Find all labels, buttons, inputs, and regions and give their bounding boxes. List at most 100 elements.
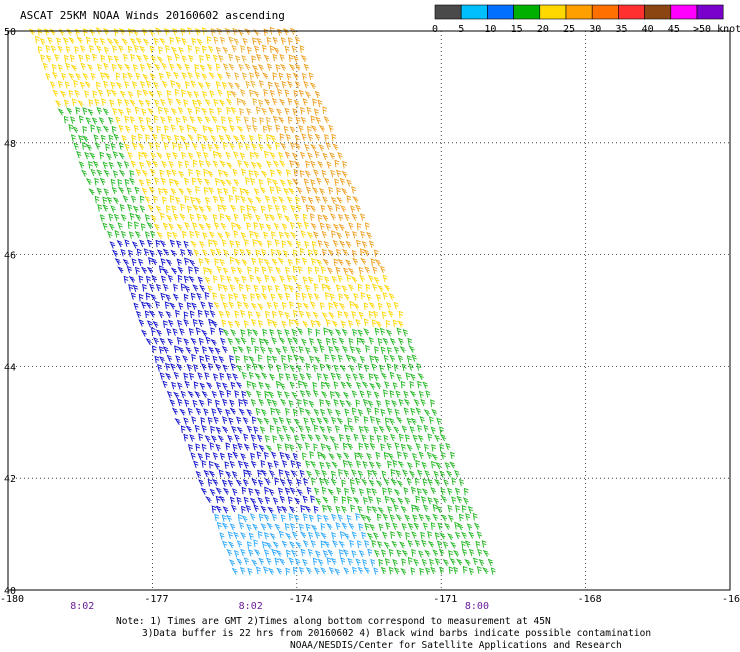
wind-barb [270, 548, 277, 557]
wind-barb [427, 540, 435, 548]
wind-barb [416, 469, 423, 477]
wind-barb [345, 434, 351, 443]
wind-barb [302, 558, 308, 567]
wind-barb [182, 115, 188, 124]
wind-barb [276, 329, 283, 337]
wind-barb [246, 523, 252, 532]
wind-barb [192, 222, 198, 230]
wind-barb [177, 319, 183, 328]
wind-barb [281, 301, 287, 310]
wind-barb [216, 232, 224, 240]
wind-barb [225, 179, 232, 187]
wind-barb [299, 247, 305, 256]
wind-barb [189, 372, 195, 381]
wind-barb [283, 215, 291, 223]
wind-barb [274, 239, 280, 247]
wind-barb [249, 151, 255, 160]
wind-barb [436, 540, 443, 548]
wind-barb [225, 98, 232, 106]
wind-barb [155, 300, 161, 309]
wind-barb [152, 133, 158, 141]
wind-barb [342, 160, 348, 169]
wind-barb [347, 284, 354, 292]
wind-barb [294, 196, 300, 205]
wind-barb [229, 399, 235, 407]
wind-barb [278, 416, 285, 425]
wind-barb [209, 488, 216, 496]
wind-barb [300, 504, 306, 513]
wind-barb [281, 540, 288, 548]
wind-barb [340, 557, 346, 565]
wind-barb [124, 125, 131, 133]
wind-barb [426, 451, 433, 460]
wind-barb [284, 151, 291, 159]
wind-barb [257, 497, 264, 505]
wind-barb [195, 106, 201, 115]
wind-barb [173, 371, 180, 380]
wind-barb [93, 37, 99, 46]
wind-barb [310, 160, 316, 169]
wind-barb [319, 408, 326, 417]
wind-barb [374, 407, 380, 416]
wind-barb [309, 301, 316, 309]
wind-barb [269, 89, 275, 98]
wind-barb [313, 424, 319, 433]
wind-barb [476, 531, 483, 539]
wind-barb [371, 363, 377, 371]
wind-barb [203, 186, 209, 195]
wind-barb [162, 380, 168, 389]
wind-barb [71, 98, 77, 106]
wind-barb [362, 398, 369, 407]
wind-barb [191, 416, 197, 424]
wind-barb [476, 566, 482, 574]
chart-title: ASCAT 25KM NOAA Winds 20160602 ascending [20, 9, 285, 22]
wind-barb [61, 72, 67, 81]
wind-barb [40, 54, 46, 63]
wind-barb [353, 433, 359, 442]
wind-barb [167, 338, 174, 346]
wind-barb [427, 478, 433, 486]
wind-barb [251, 205, 257, 213]
wind-barb [343, 532, 350, 540]
wind-barb [84, 81, 91, 89]
wind-barb [164, 301, 170, 310]
wind-barb [120, 213, 127, 222]
wind-barb [305, 460, 311, 468]
wind-barb [160, 212, 165, 221]
wind-barb [334, 409, 341, 417]
wind-barb [227, 541, 235, 549]
wind-barb [267, 318, 273, 327]
wind-barb [271, 258, 278, 266]
wind-barb [186, 187, 193, 195]
wind-barb [229, 355, 234, 363]
wind-barb [288, 399, 294, 408]
wind-barb [421, 461, 427, 470]
wind-barb [269, 532, 276, 540]
wind-barb [394, 442, 400, 450]
wind-barb [337, 310, 343, 319]
wind-barb [366, 390, 372, 398]
wind-barb [108, 223, 115, 231]
wind-barb [157, 187, 163, 196]
wind-barb [165, 45, 170, 53]
wind-barb [319, 345, 325, 353]
wind-barb [257, 530, 263, 539]
wind-barb [183, 240, 189, 249]
wind-barb [64, 81, 70, 89]
wind-barb [129, 37, 136, 46]
wind-barb [240, 195, 246, 204]
wind-barb [207, 170, 214, 178]
wind-barb [356, 222, 362, 231]
wind-barb [323, 540, 330, 548]
wind-barb [304, 284, 311, 293]
wind-barb [355, 347, 362, 355]
wind-barb [293, 435, 299, 443]
wind-barb [278, 310, 284, 318]
wind-barb [144, 195, 151, 204]
wind-barb [287, 97, 293, 106]
wind-barb [208, 71, 215, 79]
wind-barb [402, 451, 409, 460]
wind-barb [284, 89, 290, 97]
wind-barb [184, 80, 190, 89]
wind-barb [184, 380, 190, 389]
